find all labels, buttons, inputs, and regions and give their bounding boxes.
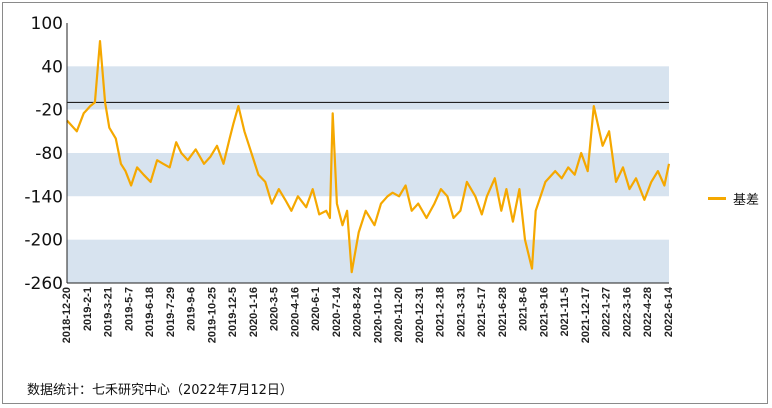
legend-label: 基差 bbox=[733, 193, 760, 208]
x-tick-label: 2020-1-16 bbox=[248, 287, 260, 337]
background-band bbox=[67, 239, 669, 283]
background-band bbox=[67, 109, 669, 153]
y-tick-label: -80 bbox=[35, 144, 63, 164]
x-tick-label: 2021-12-17 bbox=[580, 287, 592, 343]
x-tick-label: 2020-10-12 bbox=[372, 287, 384, 343]
x-tick-label: 2021-11-5 bbox=[559, 287, 571, 337]
background-band bbox=[67, 23, 669, 67]
y-tick-label: -20 bbox=[35, 101, 63, 121]
x-tick-label: 2022-4-28 bbox=[642, 287, 654, 337]
series-line-basis bbox=[66, 39, 671, 274]
x-tick-label: 2019-3-21 bbox=[103, 287, 115, 337]
y-tick-label: -200 bbox=[24, 231, 63, 251]
axes-group bbox=[66, 23, 669, 284]
x-tick-label: 2020-3-5 bbox=[269, 287, 281, 331]
y-tick-label: -260 bbox=[24, 274, 63, 294]
legend-swatch bbox=[708, 197, 726, 200]
x-tick-label: 2019-9-6 bbox=[186, 287, 198, 331]
x-tick-label: 2019-12-5 bbox=[227, 287, 239, 337]
legend: 基差 bbox=[708, 189, 759, 208]
background-band bbox=[67, 66, 669, 110]
x-tick-label: 2019-6-18 bbox=[144, 287, 156, 337]
x-tick-label: 2022-6-14 bbox=[663, 286, 675, 337]
chart-frame: 100 40 -20 -80 -140 -200 -260 2018-12-20 2019-2… bbox=[2, 2, 768, 404]
x-tick-label: 2020-7-14 bbox=[331, 286, 343, 337]
x-tick-label: 2018-12-20 bbox=[61, 287, 73, 343]
y-tick-label: 100 bbox=[31, 14, 63, 34]
y-axis-ticks: 100 40 -20 -80 -140 -200 -260 bbox=[24, 14, 63, 294]
x-axis-ticks: 2018-12-20 2019-2-1 2019-3-21 2019-5-7 2019-… bbox=[61, 286, 675, 343]
x-tick-label: 2019-7-29 bbox=[165, 287, 177, 337]
basis-line-chart: 100 40 -20 -80 -140 -200 -260 2018-12-20 2019-2… bbox=[24, 14, 675, 343]
x-tick-label: 2020-11-20 bbox=[393, 287, 405, 343]
x-tick-label: 2019-10-25 bbox=[206, 287, 218, 343]
x-tick-label: 2022-1-27 bbox=[601, 287, 613, 337]
background-bands bbox=[67, 23, 669, 283]
x-tick-label: 2020-6-1 bbox=[310, 287, 322, 331]
x-tick-label: 2020-12-31 bbox=[414, 287, 426, 343]
series-group bbox=[66, 39, 671, 274]
background-band bbox=[67, 196, 669, 240]
background-band bbox=[67, 153, 669, 197]
source-note: 数据统计：七禾研究中心（2022年7月12日） bbox=[27, 383, 293, 398]
x-tick-label: 2021-9-16 bbox=[538, 287, 550, 337]
x-tick-label: 2022-3-16 bbox=[621, 287, 633, 337]
x-tick-label: 2021-3-31 bbox=[455, 287, 467, 337]
x-tick-label: 2021-8-6 bbox=[518, 287, 530, 331]
x-tick-label: 2019-5-7 bbox=[123, 287, 135, 331]
x-tick-label: 2020-4-16 bbox=[289, 287, 301, 337]
y-tick-label: -140 bbox=[24, 187, 63, 207]
x-tick-label: 2021-5-17 bbox=[476, 287, 488, 337]
x-tick-label: 2021-2-18 bbox=[435, 287, 447, 337]
x-tick-label: 2019-2-1 bbox=[82, 287, 94, 331]
y-tick-label: 40 bbox=[41, 57, 63, 77]
x-tick-label: 2021-6-28 bbox=[497, 287, 509, 337]
x-tick-label: 2020-8-24 bbox=[352, 286, 364, 337]
